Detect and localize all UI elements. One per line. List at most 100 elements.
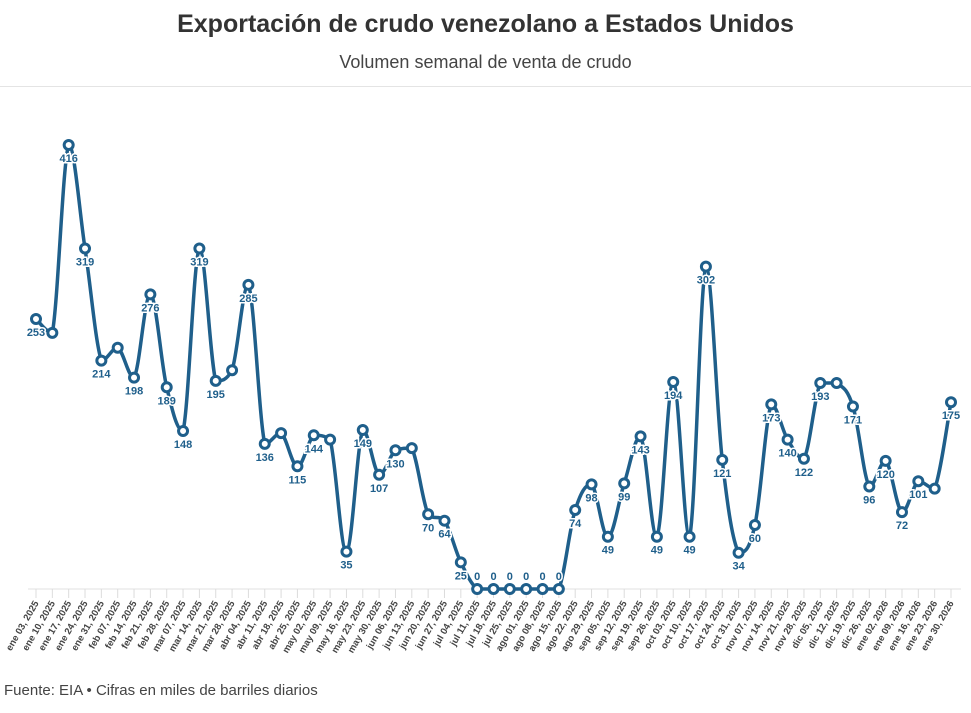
data-label: 96 (863, 495, 875, 507)
data-point (291, 460, 304, 473)
data-point (373, 468, 386, 481)
header-divider (0, 86, 971, 87)
data-label: 121 (713, 468, 731, 480)
data-point (438, 514, 451, 527)
data-point (716, 453, 729, 466)
data-label: 175 (942, 410, 960, 422)
data-point (324, 433, 337, 446)
data-label: 60 (749, 533, 761, 545)
data-point (128, 371, 141, 384)
data-point (226, 364, 239, 377)
data-label: 120 (876, 469, 894, 481)
data-point (487, 583, 500, 595)
data-point (503, 583, 516, 595)
data-label: 35 (340, 560, 352, 572)
data-label: 101 (909, 489, 927, 501)
data-point (585, 478, 598, 491)
data-label: 148 (174, 439, 192, 451)
data-point (552, 583, 565, 595)
data-label: 276 (141, 302, 159, 314)
data-label: 253 (27, 327, 45, 339)
data-point (536, 583, 549, 595)
data-label: 130 (386, 458, 404, 470)
source-note: Fuente: EIA • Cifras en miles de barrile… (4, 682, 318, 699)
data-point (928, 482, 941, 495)
data-point (307, 429, 320, 442)
data-label: 72 (896, 520, 908, 532)
data-point (863, 480, 876, 493)
data-label: 0 (523, 571, 529, 583)
data-label: 49 (651, 545, 663, 557)
data-point (242, 278, 255, 291)
data-label: 0 (474, 571, 480, 583)
data-label: 49 (683, 545, 695, 557)
data-label: 70 (422, 522, 434, 534)
data-point (797, 452, 810, 465)
data-point (879, 454, 892, 467)
data-label: 285 (239, 293, 257, 305)
data-point (340, 545, 353, 558)
data-point (846, 400, 859, 413)
data-label: 189 (158, 395, 176, 407)
data-point (356, 423, 369, 436)
data-point (62, 139, 75, 151)
data-point (912, 475, 925, 488)
data-point (95, 354, 108, 367)
data-point (748, 518, 761, 531)
data-point (618, 477, 631, 490)
data-label: 0 (507, 571, 513, 583)
data-label: 25 (455, 570, 467, 582)
data-label: 49 (602, 545, 614, 557)
data-label: 115 (289, 474, 307, 486)
data-point (765, 398, 778, 411)
data-point (634, 430, 647, 443)
data-label: 107 (370, 483, 388, 495)
data-point (46, 326, 59, 339)
data-point (895, 506, 908, 519)
data-label: 0 (490, 571, 496, 583)
data-label: 149 (354, 438, 372, 450)
data-point (144, 288, 157, 301)
data-point (520, 583, 533, 595)
data-label: 173 (762, 412, 780, 424)
data-point (699, 260, 712, 273)
data-point (667, 375, 680, 388)
data-point (160, 381, 173, 394)
data-point (454, 556, 467, 569)
data-point (193, 242, 206, 255)
data-point (471, 583, 484, 595)
series-line (34, 143, 953, 591)
data-label: 171 (844, 414, 862, 426)
data-label: 194 (664, 390, 683, 402)
data-point (683, 530, 696, 543)
data-label: 193 (811, 391, 829, 403)
data-point (30, 312, 42, 325)
chart-title: Exportación de crudo venezolano a Estado… (177, 10, 794, 38)
data-label: 195 (207, 389, 225, 401)
data-point (177, 425, 190, 438)
data-point (111, 341, 124, 354)
data-label: 319 (190, 257, 208, 269)
data-point (275, 427, 288, 440)
data-point (258, 437, 271, 450)
data-label: 74 (569, 518, 582, 530)
data-label: 143 (631, 444, 649, 456)
data-point (945, 396, 957, 409)
data-point (79, 242, 92, 255)
data-point (830, 377, 843, 390)
data-point (601, 530, 614, 543)
data-point (650, 530, 663, 543)
data-point (405, 442, 418, 455)
data-label: 214 (92, 369, 111, 381)
data-label: 34 (732, 561, 745, 573)
data-point (781, 433, 794, 446)
data-label: 122 (795, 467, 813, 479)
data-label: 319 (76, 257, 94, 269)
data-point (732, 546, 745, 559)
data-label: 0 (556, 571, 562, 583)
data-label: 136 (256, 452, 274, 464)
data-label: 99 (618, 491, 630, 503)
data-point (389, 444, 402, 457)
data-label: 198 (125, 386, 143, 398)
